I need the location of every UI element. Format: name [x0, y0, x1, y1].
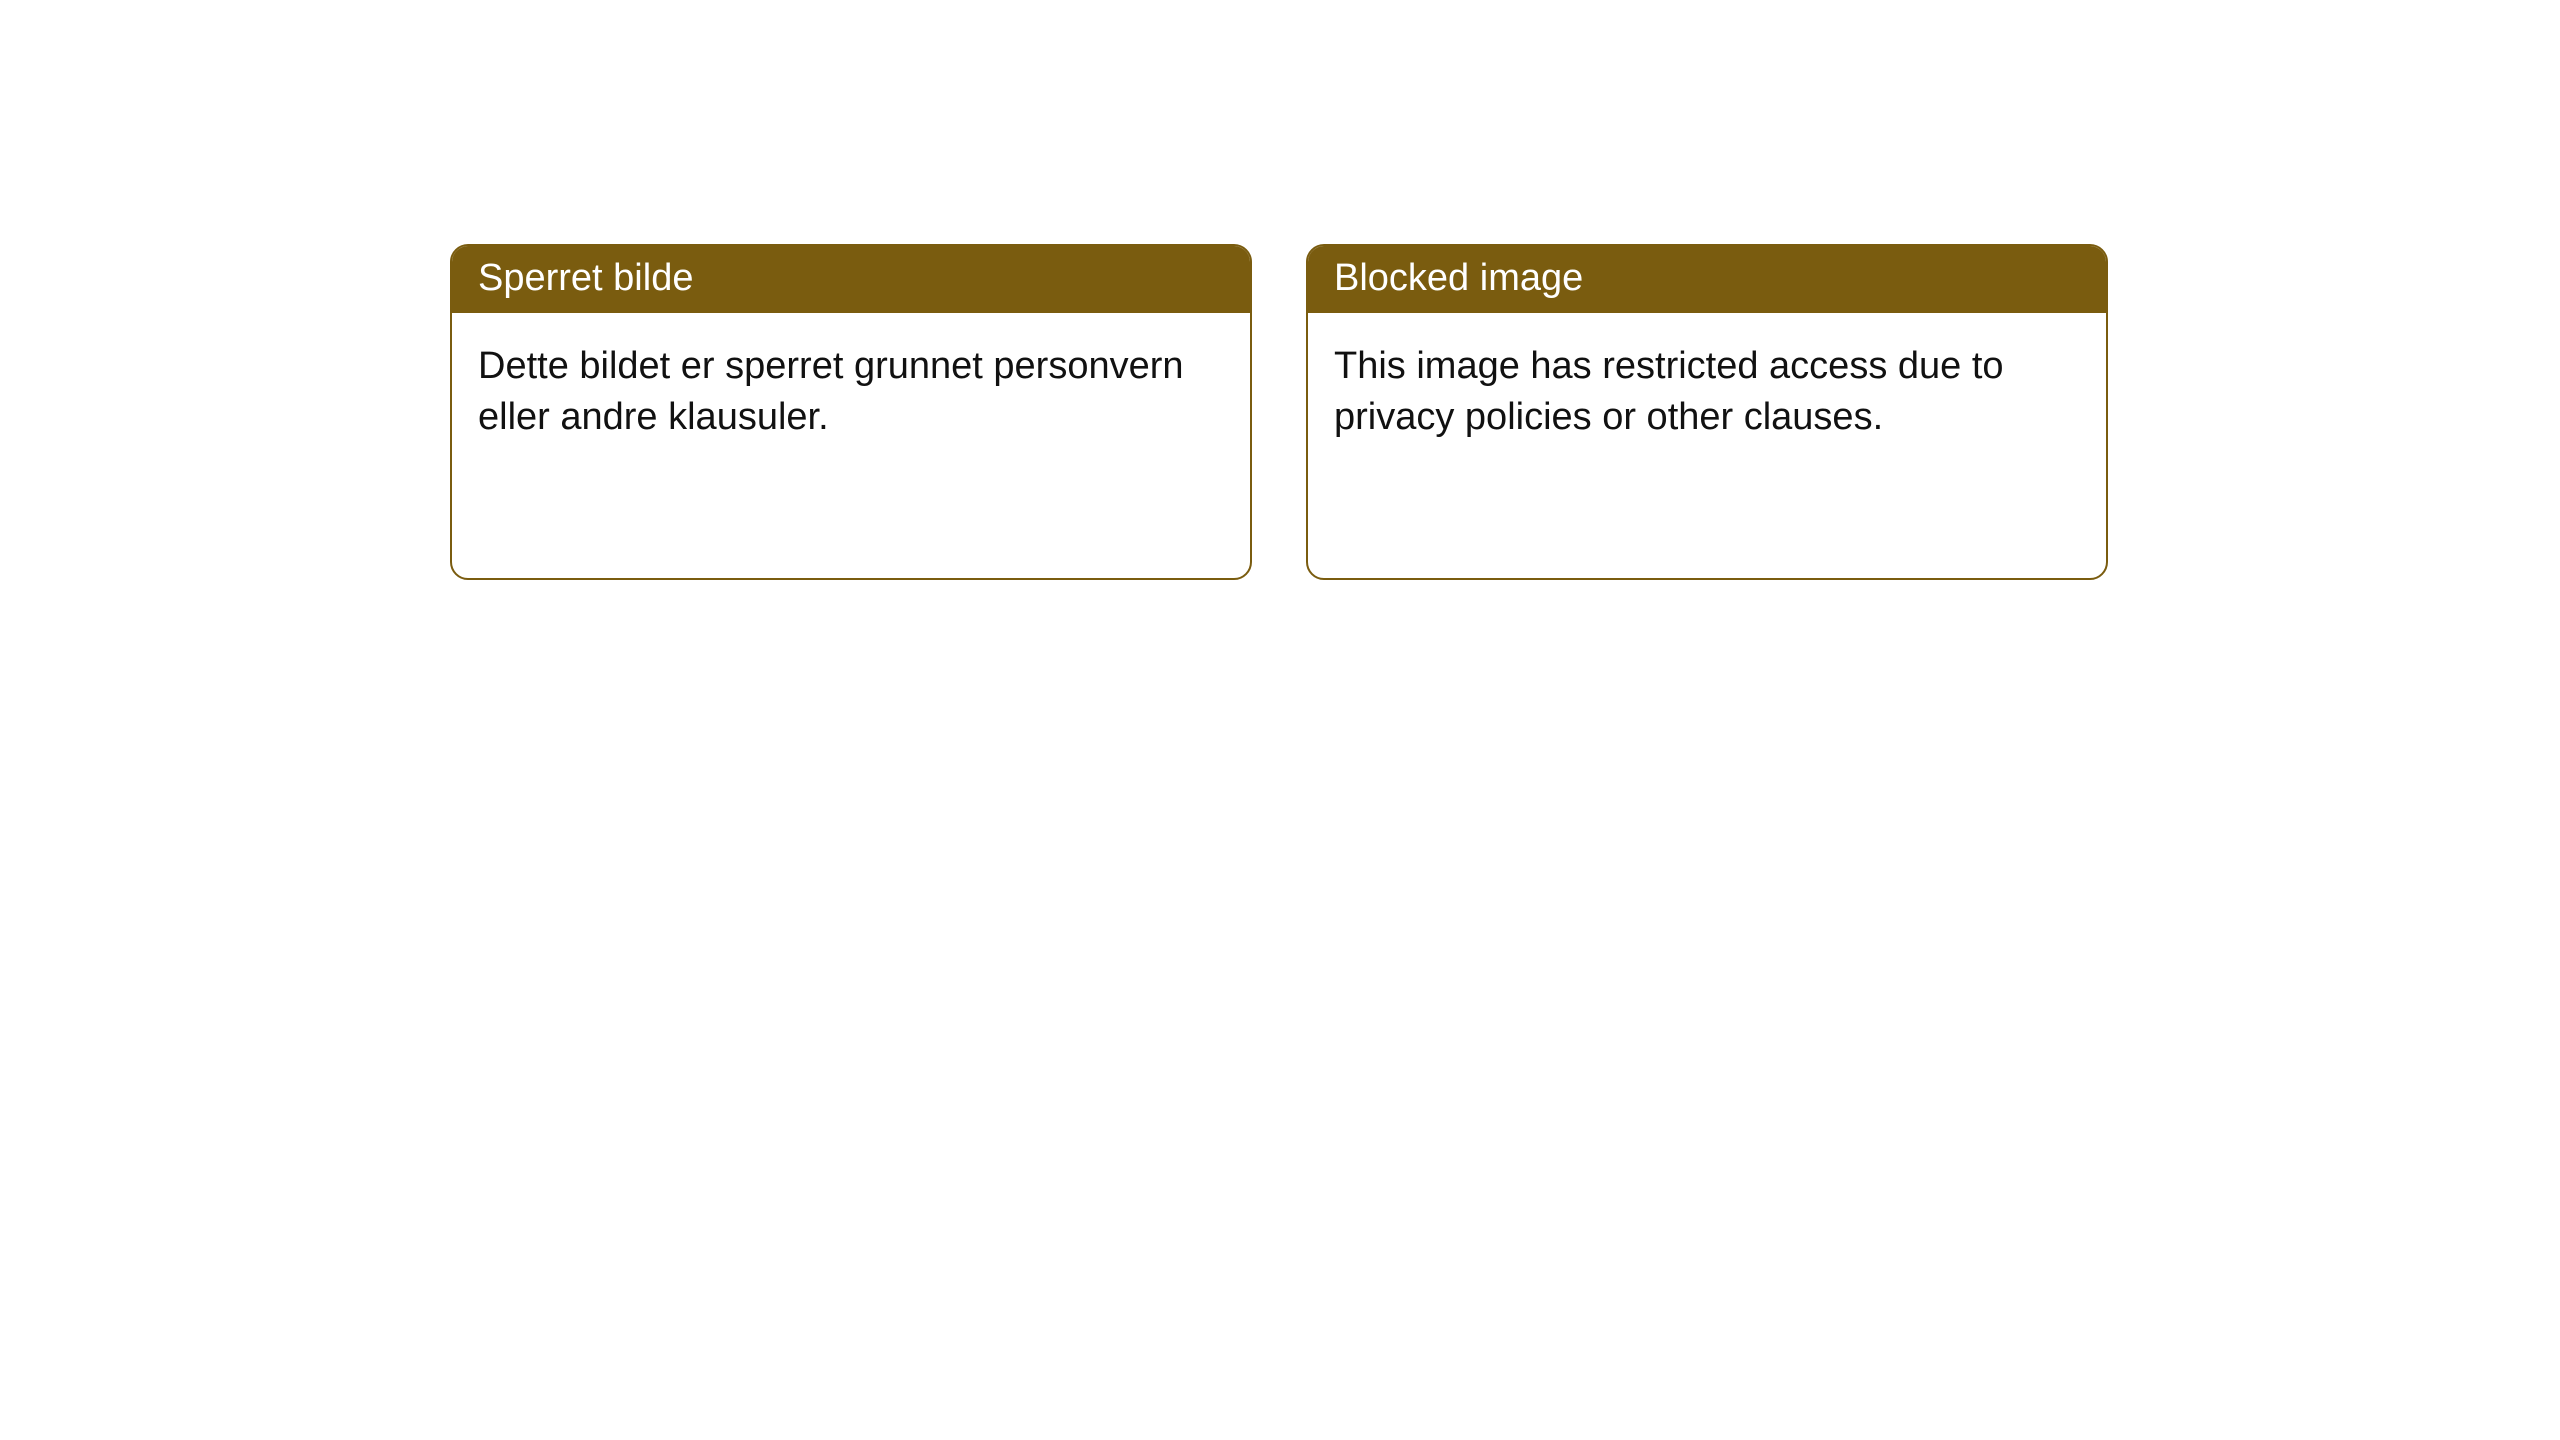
notice-container: Sperret bilde Dette bildet er sperret gr…	[450, 244, 2108, 580]
notice-header: Sperret bilde	[452, 246, 1250, 313]
notice-card-english: Blocked image This image has restricted …	[1306, 244, 2108, 580]
notice-body: Dette bildet er sperret grunnet personve…	[452, 313, 1250, 471]
notice-card-norwegian: Sperret bilde Dette bildet er sperret gr…	[450, 244, 1252, 580]
notice-body: This image has restricted access due to …	[1308, 313, 2106, 471]
notice-header: Blocked image	[1308, 246, 2106, 313]
